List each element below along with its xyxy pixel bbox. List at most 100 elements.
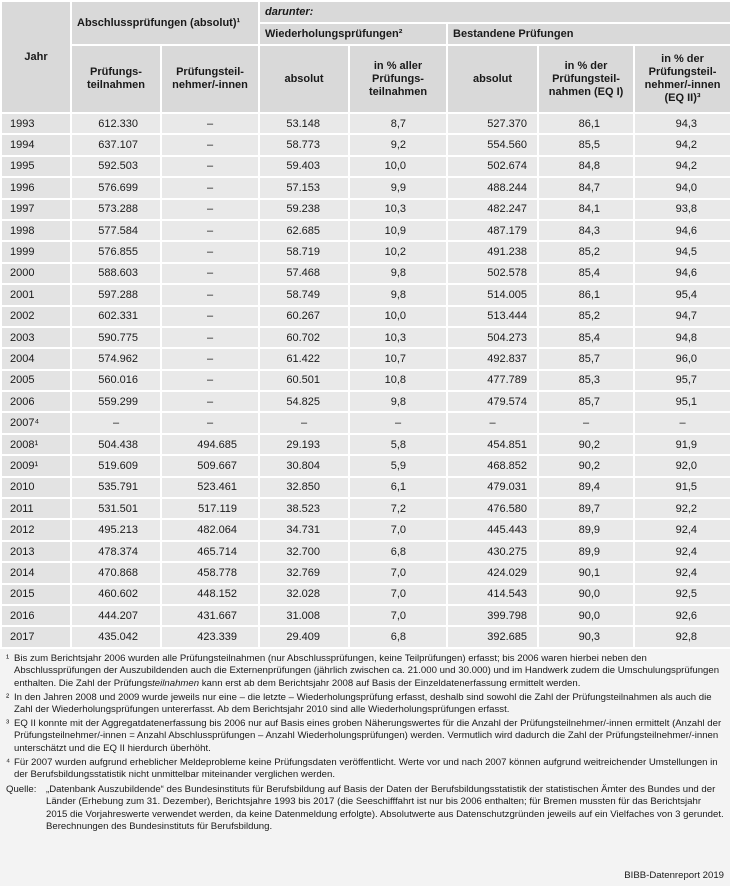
value-cell: 90,2 (537, 432, 636, 457)
value-cell: 519.609 (70, 454, 162, 478)
value-cell: 92,4 (633, 539, 730, 564)
value-cell: 392.685 (446, 625, 540, 649)
value-cell: 57.153 (258, 176, 351, 200)
value-cell: 59.238 (258, 197, 351, 221)
value-cell: 58.719 (258, 240, 351, 264)
value-cell: 89,9 (537, 539, 636, 564)
footnote-text: Für 2007 wurden aufgrund erheblicher Mel… (14, 757, 724, 782)
header-cell: Wiederholungsprüfungen² (258, 22, 449, 46)
year-cell: 1994 (0, 133, 72, 157)
footnote-text-part: kann erst ab dem Berichtsjahr 2008 auf B… (199, 677, 581, 689)
value-cell: 94,5 (633, 240, 730, 264)
data-table: Jahr Abschlussprüfungen (absolut)¹ darun… (0, 0, 730, 649)
value-cell: 513.444 (446, 304, 540, 328)
value-cell: 95,1 (633, 390, 730, 414)
value-cell: 9,8 (348, 283, 449, 307)
table-row: 2006 559.299–54.825 9,8 479.574 85,7 95,1 (0, 390, 730, 414)
value-cell: – (159, 154, 261, 179)
year-cell: 1998 (0, 218, 72, 243)
year-cell: 2000 (0, 261, 72, 286)
value-cell: 504.273 (446, 325, 540, 350)
value-cell: 38.523 (258, 497, 351, 521)
value-cell: 535.791 (70, 475, 162, 500)
value-cell: – (159, 368, 261, 393)
value-cell: 58.773 (258, 133, 351, 157)
footnote-marker: ⁴ (6, 756, 11, 768)
value-cell: – (159, 411, 261, 435)
value-cell: 60.267 (258, 304, 351, 328)
footnote-text: EQ II konnte mit der Aggregatdatenerfass… (14, 718, 724, 756)
value-cell: 89,9 (537, 518, 636, 542)
value-cell: – (159, 390, 261, 414)
year-cell: 2015 (0, 582, 72, 607)
value-cell: 92,4 (633, 561, 730, 585)
value-cell: 10,7 (348, 347, 449, 371)
header-cell: Bestandene Prüfungen (446, 22, 730, 46)
value-cell: 94,2 (633, 154, 730, 179)
table-row: 1999 576.855–58.719 10,2 491.238 85,2 94,5 (0, 240, 730, 264)
value-cell: 560.016 (70, 368, 162, 393)
value-cell: – (159, 218, 261, 243)
value-cell: 6,1 (348, 475, 449, 500)
value-cell: 527.370 (446, 111, 540, 136)
value-cell: 9,8 (348, 261, 449, 286)
value-cell: 96,0 (633, 347, 730, 371)
year-cell: 2013 (0, 539, 72, 564)
footnote-marker: ² (6, 691, 10, 703)
value-cell: 574.962 (70, 347, 162, 371)
table-row: 2003 590.775–60.702 10,3 504.273 85,4 94,8 (0, 325, 730, 350)
value-cell: 476.580 (446, 497, 540, 521)
value-cell: 592.503 (70, 154, 162, 179)
value-cell: 7,0 (348, 582, 449, 607)
header-cell: Jahr (0, 0, 72, 114)
value-cell: 61.422 (258, 347, 351, 371)
year-cell: 2011 (0, 497, 72, 521)
year-cell: 2003 (0, 325, 72, 350)
value-cell: 10,0 (348, 304, 449, 328)
value-cell: 482.064 (159, 518, 261, 542)
value-cell: 399.798 (446, 603, 540, 628)
header-cell: absolut (446, 44, 540, 114)
header-cell: in % aller Prüfungs- teilnahmen (348, 44, 449, 114)
table-row: 2013 478.374 465.714 32.700 6,8 430.275 89,9 92… (0, 539, 730, 564)
value-cell: 93,8 (633, 197, 730, 221)
value-cell: – (159, 261, 261, 286)
value-cell: 92,2 (633, 497, 730, 521)
value-cell: 91,9 (633, 432, 730, 457)
value-cell: 9,2 (348, 133, 449, 157)
header-cell: Abschlussprüfungen (absolut)¹ (69, 0, 261, 46)
table-row: 1995 592.503–59.403 10,0 502.674 84,8 94,2 (0, 154, 730, 179)
year-cell: 2005 (0, 368, 72, 393)
value-cell: – (258, 411, 351, 435)
value-cell: 32.028 (258, 582, 351, 607)
table-row: 2017 435.042 423.339 29.409 6,8 392.685 90,3 92… (0, 625, 730, 649)
value-cell: 32.700 (258, 539, 351, 564)
value-cell: 85,2 (537, 240, 636, 264)
value-cell: – (70, 411, 162, 435)
value-cell: 479.031 (446, 475, 540, 500)
value-cell: 95,4 (633, 283, 730, 307)
table-row: 2001 597.288–58.749 9,8 514.005 86,1 95,4 (0, 283, 730, 307)
value-cell: 576.855 (70, 240, 162, 264)
source-label: Quelle: (6, 783, 37, 795)
value-cell: 10,3 (348, 325, 449, 350)
value-cell: 7,2 (348, 497, 449, 521)
value-cell: 10,3 (348, 197, 449, 221)
table-row: 2016 444.207 431.667 31.008 7,0 399.798 90,0 92… (0, 603, 730, 628)
value-cell: 477.789 (446, 368, 540, 393)
value-cell: 54.825 (258, 390, 351, 414)
value-cell: 494.685 (159, 432, 261, 457)
value-cell: 85,2 (537, 304, 636, 328)
year-cell: 1999 (0, 240, 72, 264)
table-row: 2008¹ 504.438 494.685 29.193 5,8 454.851 90,2 9… (0, 432, 730, 457)
footnote-emphasis: teilnahmen (152, 677, 200, 689)
value-cell: 590.775 (70, 325, 162, 350)
value-cell: 95,7 (633, 368, 730, 393)
year-cell: 2010 (0, 475, 72, 500)
value-cell: 90,0 (537, 582, 636, 607)
value-cell: 559.299 (70, 390, 162, 414)
value-cell: 62.685 (258, 218, 351, 243)
value-cell: 445.443 (446, 518, 540, 542)
year-cell: 2017 (0, 625, 72, 649)
value-cell: 531.501 (70, 497, 162, 521)
